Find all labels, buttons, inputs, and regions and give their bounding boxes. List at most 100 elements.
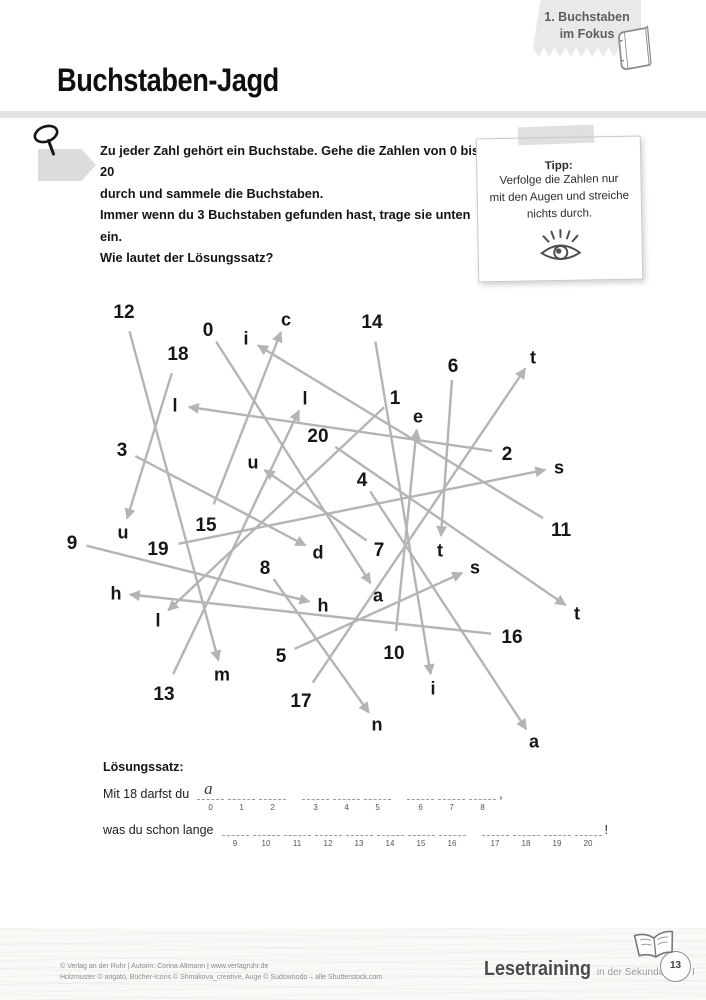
connection-line-20-t3 xyxy=(334,445,567,607)
answer-blank-5[interactable]: 5 xyxy=(364,783,392,813)
blank-line xyxy=(221,819,249,836)
connection-line-19-s1 xyxy=(178,466,547,545)
series-subtitle: in der Sekundarstufe I xyxy=(596,967,695,978)
blank-line xyxy=(364,783,392,800)
answer-blank-14[interactable]: 14 xyxy=(376,819,404,849)
answer-blank-11[interactable]: 11 xyxy=(283,819,311,849)
solution-prefix-2: was du schon lange xyxy=(103,823,214,837)
puzzle-letter-s2: s xyxy=(470,557,480,577)
blank-line xyxy=(438,783,466,800)
connection-line-14-i2 xyxy=(374,341,435,676)
chapter-badge-line1: 1. Buchstaben xyxy=(544,10,630,24)
blank-line xyxy=(543,819,571,836)
blank-number: 5 xyxy=(375,803,380,812)
connection-line-1-l3 xyxy=(167,406,385,612)
answer-blank-6[interactable]: 6 xyxy=(407,783,435,813)
blank-line xyxy=(333,783,361,800)
blank-number: 4 xyxy=(344,803,349,812)
blank-line xyxy=(512,819,540,836)
puzzle-letter-l1: l xyxy=(172,395,177,415)
puzzle-letter-s1: s xyxy=(554,457,564,477)
connection-line-4-a2 xyxy=(369,490,528,731)
blank-number: 10 xyxy=(261,839,271,848)
blank-number: 12 xyxy=(323,839,333,848)
blank-number: 15 xyxy=(416,839,426,848)
puzzle-letter-i1: i xyxy=(243,328,248,348)
tape-decoration xyxy=(517,124,595,146)
blank-line xyxy=(197,783,225,800)
answer-blank-18[interactable]: 18 xyxy=(512,819,540,849)
answer-blank-19[interactable]: 19 xyxy=(543,819,571,849)
blank-group: 6 7 8 xyxy=(407,783,497,813)
eye-icon xyxy=(539,228,581,260)
puzzle-number-1: 1 xyxy=(390,388,401,409)
puzzle-number-8: 8 xyxy=(260,558,271,579)
blank-line xyxy=(407,783,435,800)
blank-group: 3 4 5 xyxy=(302,783,392,813)
answer-blank-13[interactable]: 13 xyxy=(345,819,373,849)
puzzle-number-4: 4 xyxy=(357,470,368,491)
puzzle-number-15: 15 xyxy=(195,515,217,536)
footer-wood-band xyxy=(0,928,706,1000)
blank-line xyxy=(574,819,602,836)
puzzle-letter-a2: a xyxy=(529,731,540,751)
answer-blank-17[interactable]: 17 xyxy=(481,819,509,849)
blank-number: 6 xyxy=(418,803,423,812)
connection-line-0-a1 xyxy=(215,340,372,585)
puzzle-number-14: 14 xyxy=(361,312,383,333)
answer-blank-9[interactable]: 9 xyxy=(221,819,249,849)
blank-number: 0 xyxy=(208,803,213,812)
instruction-line: Zu jeder Zahl gehört ein Buchstabe. Gehe… xyxy=(100,143,480,180)
puzzle-number-19: 19 xyxy=(147,539,168,560)
answer-blank-16[interactable]: 16 xyxy=(438,819,466,849)
connection-line-5-s2 xyxy=(294,571,464,650)
puzzle-number-11: 11 xyxy=(551,520,572,541)
answer-blank-8[interactable]: 8 xyxy=(469,783,497,813)
connection-line-15-c xyxy=(212,330,283,505)
blank-line xyxy=(228,783,256,800)
connection-line-16-h1 xyxy=(128,590,492,635)
blank-number: 19 xyxy=(552,839,562,848)
puzzle-number-6: 6 xyxy=(448,356,459,377)
blank-number: 2 xyxy=(270,803,275,812)
answer-blank-12[interactable]: 12 xyxy=(314,819,342,849)
puzzle-letter-t2: t xyxy=(437,540,443,560)
answer-blank-4[interactable]: 4 xyxy=(333,783,361,813)
tip-note: Tipp: Verfolge die Zahlen nur mit den Au… xyxy=(475,135,644,283)
blank-line xyxy=(376,819,404,836)
puzzle-letter-i2: i xyxy=(430,678,435,698)
puzzle-letter-t3: t xyxy=(574,603,580,623)
answer-blank-20[interactable]: 20 xyxy=(574,819,602,849)
answer-blank-1[interactable]: 1 xyxy=(228,783,256,813)
answer-blanks-row2: 9 10 11 12 13 14 15 16 17 18 19 20 xyxy=(221,819,602,849)
puzzle-letter-u2: u xyxy=(118,522,129,542)
puzzle-letter-e: e xyxy=(413,406,423,426)
blank-line xyxy=(314,819,342,836)
blank-number: 13 xyxy=(354,839,364,848)
divider-band xyxy=(0,111,706,118)
answer-blank-15[interactable]: 15 xyxy=(407,819,435,849)
blank-number: 17 xyxy=(490,839,500,848)
puzzle-number-13: 13 xyxy=(153,684,174,705)
connection-line-7-u1 xyxy=(263,469,368,542)
connection-line-17-t1 xyxy=(311,367,527,684)
connection-line-2-l1 xyxy=(187,402,493,453)
series-title-block: Lesetraining in der Sekundarstufe I xyxy=(484,958,695,981)
prefilled-letter: a xyxy=(204,779,213,798)
blank-number: 3 xyxy=(313,803,318,812)
puzzle-number-12: 12 xyxy=(113,302,134,323)
puzzle-number-16: 16 xyxy=(501,627,522,648)
blank-group: 9 10 11 12 13 14 15 16 xyxy=(221,819,466,849)
instruction-line: Immer wenn du 3 Buchstaben gefunden hast… xyxy=(100,207,471,244)
connection-line-3-d xyxy=(134,454,307,547)
answer-blank-2[interactable]: 2 xyxy=(259,783,287,813)
chapter-badge: 1. Buchstaben im Fokus xyxy=(533,0,641,57)
answer-blank-3[interactable]: 3 xyxy=(302,783,330,813)
puzzle-letter-n: n xyxy=(372,714,383,734)
answer-blank-10[interactable]: 10 xyxy=(252,819,280,849)
answer-blank-7[interactable]: 7 xyxy=(438,783,466,813)
blank-number: 14 xyxy=(385,839,395,848)
